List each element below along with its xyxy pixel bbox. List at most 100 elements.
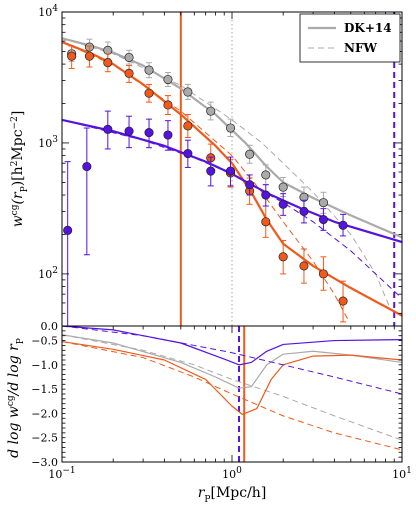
- bottom-ytick-label-5: −3.0: [31, 456, 58, 469]
- bottom-ylabel-part: d log w: [6, 406, 22, 458]
- data-point-2-4: [144, 128, 154, 138]
- data-point-2-14: [338, 220, 348, 230]
- top-nfw-curve-2: [62, 119, 402, 299]
- data-point-0-5: [163, 74, 173, 85]
- bottom-xlabel-part: P: [204, 495, 210, 505]
- bottom-ytick-label-2: −1.5: [31, 383, 58, 396]
- data-point-2-10: [261, 190, 271, 200]
- data-point-1-13: [318, 269, 328, 279]
- data-point-1-5: [163, 100, 173, 110]
- top-ylabel-part: 2: [10, 161, 20, 167]
- top-ytick-label-0-part: 10: [38, 6, 52, 19]
- bottom-xtick-label-1: 100: [222, 466, 242, 481]
- bottom-dk14-curve-0: [62, 334, 402, 389]
- top-nfw-curve-1: [62, 41, 349, 320]
- data-point-2-9: [245, 180, 255, 190]
- data-point-0-4: [144, 65, 154, 75]
- data-point-0-2: [103, 45, 113, 55]
- data-point-0-13: [318, 198, 328, 208]
- bottom-xtick-label-2: 101: [392, 466, 412, 481]
- data-point-1-0: [67, 51, 77, 61]
- data-point-1-2: [103, 58, 113, 68]
- bottom-xtick-label-0-part: 10: [48, 468, 62, 481]
- top-ylabel-part: P: [20, 186, 30, 192]
- bottom-ytick-label-1: −1.0: [31, 359, 58, 372]
- top-ytick-label-2-part: 2: [52, 266, 58, 276]
- top-ylabel-part: cg: [10, 204, 20, 215]
- top-ylabel-part: −2: [10, 116, 20, 129]
- data-point-1-14: [338, 296, 348, 306]
- bottom-ytick-label-4: −2.5: [31, 432, 58, 445]
- data-point-1-3: [124, 68, 134, 78]
- data-point-2-11: [278, 199, 288, 209]
- data-point-0-9: [245, 149, 255, 159]
- data-point-0-8: [225, 123, 236, 133]
- bottom-ytick-label-3: −2.0: [31, 407, 58, 420]
- bottom-xtick-label-2-part: 1: [406, 466, 412, 476]
- data-point-0-7: [206, 106, 216, 116]
- data-point-2-12: [299, 206, 309, 216]
- top-ylabel-part: w: [10, 215, 26, 227]
- data-point-1-4: [144, 88, 154, 98]
- top-ytick-label-2: 102: [38, 266, 58, 281]
- bottom-nfw-curve-2: [62, 326, 402, 395]
- top-ytick-label-0-part: 4: [52, 4, 58, 14]
- bottom-ylabel-part: cg: [6, 395, 16, 406]
- data-point-0-3: [124, 52, 134, 62]
- top-ytick-label-1: 103: [38, 135, 58, 150]
- top-ytick-label-bottom: 0.0: [41, 320, 59, 333]
- bottom-nfw-curve-1: [62, 341, 402, 451]
- data-point-2-1: [82, 162, 92, 172]
- data-point-0-10: [261, 170, 271, 180]
- data-point-1-10: [261, 217, 271, 227]
- legend-label-1: NFW: [344, 41, 377, 55]
- top-dk14-curve-2: [62, 118, 402, 244]
- data-point-0-6: [183, 87, 193, 97]
- data-point-2-5: [163, 130, 173, 140]
- data-point-1-1: [84, 51, 94, 61]
- bottom-xlabel: rP[Mpc/h]: [198, 485, 267, 505]
- bottom-panel-frame: [61, 325, 403, 463]
- top-ylabel-part: (r: [10, 191, 26, 204]
- top-ylabel: wcg(rP)[h2Mpc−2]: [10, 111, 30, 228]
- data-point-2-7: [206, 166, 216, 176]
- top-dk14-curve-1: [62, 40, 402, 317]
- data-point-2-8: [225, 166, 236, 176]
- data-point-2-6: [183, 148, 193, 159]
- data-point-2-3: [124, 126, 134, 136]
- top-ytick-label-0: 104: [38, 4, 58, 19]
- legend-label-0: DK+14: [344, 21, 392, 35]
- bottom-xtick-label-2-part: 10: [392, 468, 406, 481]
- data-point-1-11: [278, 252, 288, 262]
- data-point-2-13: [318, 215, 328, 225]
- top-ylabel-part: Mpc: [10, 129, 26, 160]
- top-ytick-label-1-part: 3: [52, 135, 58, 145]
- bottom-dk14-curve-1: [62, 340, 402, 415]
- data-point-1-6: [183, 121, 193, 131]
- top-ylabel-part: )[h: [10, 166, 26, 186]
- bottom-xtick-label-1-part: 10: [222, 468, 236, 481]
- bottom-ylabel-part: /d log r: [6, 343, 22, 397]
- top-panel-plot: [62, 12, 402, 326]
- top-ytick-label-2-part: 10: [38, 268, 52, 281]
- data-point-2-2: [103, 124, 113, 134]
- bottom-nfw-curve-0: [62, 334, 402, 441]
- bottom-ylabel: d log wcg/d log rP: [6, 338, 26, 458]
- bottom-panel-plot: [62, 326, 402, 462]
- bottom-xlabel-part: r: [198, 485, 206, 501]
- top-ylabel-part: ]: [10, 111, 26, 116]
- legend-box: [299, 13, 401, 63]
- data-point-0-11: [278, 182, 288, 192]
- bottom-ylabel-part: P: [16, 338, 26, 344]
- bottom-xtick-label-0: 10−1: [48, 466, 75, 481]
- bottom-xlabel-part: [Mpc/h]: [210, 485, 266, 501]
- bottom-ytick-label-0: −0.5: [31, 335, 58, 348]
- bottom-dk14-curve-2: [62, 326, 402, 366]
- bottom-xtick-label-0-part: −1: [62, 466, 75, 476]
- data-point-1-12: [299, 261, 309, 271]
- top-ytick-label-1-part: 10: [38, 137, 52, 150]
- bottom-xtick-label-1-part: 0: [236, 466, 242, 476]
- data-point-2-0: [63, 225, 73, 235]
